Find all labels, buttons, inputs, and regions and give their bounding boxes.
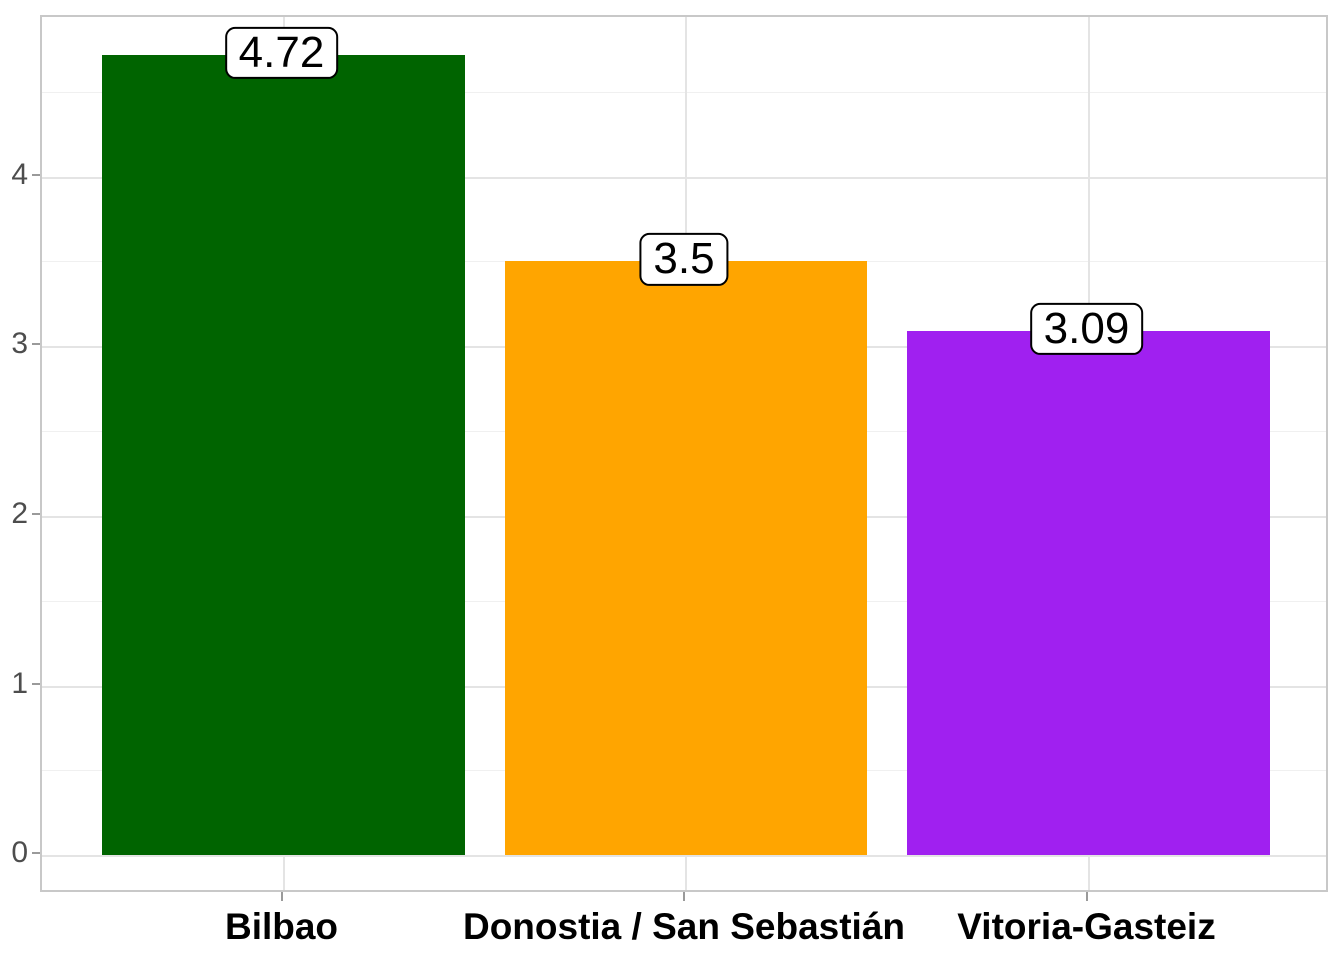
y-axis-tick	[32, 682, 40, 685]
major-gridline	[42, 176, 1326, 179]
y-axis-tick	[32, 512, 40, 515]
value-label: 3.09	[1029, 302, 1144, 356]
y-axis-tick	[32, 343, 40, 346]
x-axis-tick	[280, 892, 283, 901]
x-axis-category-label: Vitoria-Gasteiz	[957, 906, 1216, 947]
plot-panel	[40, 15, 1328, 892]
value-label: 4.72	[224, 26, 339, 79]
x-axis-tick	[1085, 892, 1088, 901]
bar-donostia-san-sebasti-n	[504, 261, 868, 856]
x-axis-tick	[683, 892, 685, 901]
y-axis-tick-label: 0	[11, 836, 28, 870]
y-axis-tick	[32, 852, 40, 855]
y-axis-tick-label: 1	[11, 666, 28, 700]
y-axis-tick	[32, 173, 40, 176]
major-gridline	[42, 855, 1326, 858]
value-label: 3.5	[639, 233, 729, 286]
bar-vitoria-gasteiz	[907, 331, 1270, 856]
y-axis-tick-label: 3	[11, 327, 28, 361]
x-axis-category-label: Donostia / San Sebastián	[462, 906, 906, 947]
x-axis-category-label: Bilbao	[224, 906, 339, 947]
bar-bilbao	[102, 54, 465, 856]
y-axis-tick-label: 2	[11, 496, 28, 530]
minor-gridline	[42, 91, 1326, 93]
y-axis-tick-label: 4	[11, 157, 28, 191]
